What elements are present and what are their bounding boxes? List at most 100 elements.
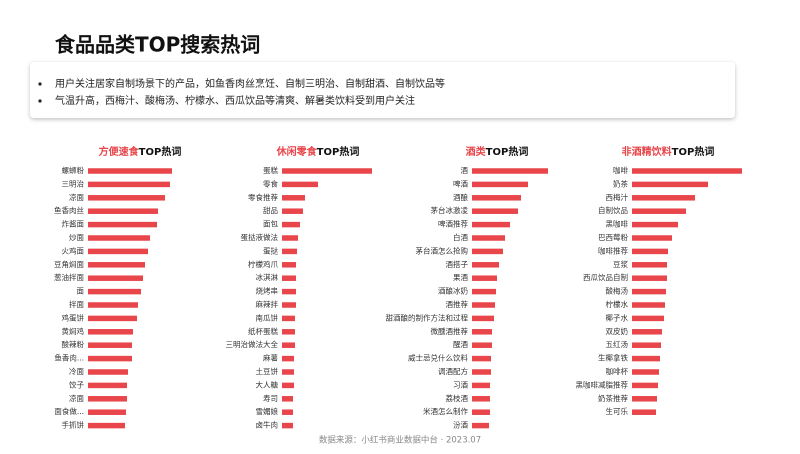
- bar: [472, 369, 491, 375]
- category-label: 冷面: [69, 366, 84, 376]
- bar: [282, 235, 298, 241]
- bar: [282, 208, 303, 214]
- bar: [88, 248, 148, 255]
- bar: [472, 302, 495, 308]
- bar: [472, 382, 490, 389]
- category-label: 零食推荐: [248, 192, 278, 202]
- chart-title-rest: TOP热词: [317, 145, 360, 158]
- category-label: 蛋挞: [263, 245, 278, 255]
- bar: [282, 355, 294, 362]
- category-label: 黑咖啡减脂推荐: [576, 379, 629, 389]
- category-label: 饺子: [69, 379, 84, 389]
- category-label: 手抓饼: [62, 420, 85, 430]
- bar: [632, 275, 667, 281]
- chart-title-rest: TOP热词: [672, 145, 715, 158]
- bar: [632, 302, 665, 308]
- bar: [88, 235, 150, 241]
- bar: [88, 195, 165, 201]
- bar: [282, 221, 300, 228]
- bar: [472, 409, 490, 415]
- category-label: 酸梅汤: [606, 286, 629, 296]
- bar: [282, 422, 293, 429]
- category-label: 调酒配方: [438, 366, 468, 376]
- bar: [632, 168, 742, 174]
- bar: [282, 288, 296, 295]
- category-label: 蛋糕: [263, 165, 278, 175]
- category-label: 黑咖啡: [606, 219, 629, 229]
- bar: [472, 208, 518, 214]
- bar: [88, 382, 127, 389]
- category-label: 豆角焖面: [54, 259, 84, 269]
- category-label: 茅台酒怎么抢购: [416, 245, 469, 255]
- category-label: 凉面: [69, 192, 84, 202]
- bar: [472, 235, 505, 241]
- category-label: 螺蛳粉: [62, 165, 85, 175]
- bar: [88, 329, 133, 335]
- category-label: 西瓜饮品自制: [583, 272, 628, 282]
- bar: [282, 195, 305, 201]
- chart-title: 非酒精饮料TOP热词: [622, 145, 715, 158]
- bar: [472, 329, 492, 335]
- bullet-text: 用户关注居家自制场景下的产品，如鱼香肉丝烹饪、自制三明治、自制甜酒、自制饮品等: [55, 77, 445, 90]
- bar: [88, 208, 158, 214]
- bar: [472, 288, 496, 295]
- bar: [472, 195, 521, 201]
- category-label: 奶茶: [613, 178, 628, 188]
- category-label: 土豆饼: [256, 366, 279, 376]
- bar: [472, 275, 497, 281]
- bar: [632, 248, 668, 255]
- bar: [282, 369, 294, 375]
- bar: [472, 168, 548, 174]
- bar: [88, 396, 127, 402]
- category-label: 酒: [461, 166, 469, 175]
- bar: [632, 315, 664, 322]
- bar: [632, 195, 695, 201]
- category-label: 酒酿: [453, 192, 468, 202]
- category-label: 果酒: [453, 273, 468, 282]
- bullet-dot: [38, 99, 42, 103]
- bar: [632, 355, 660, 362]
- chart-title: 方便速食TOP热词: [99, 145, 182, 158]
- bar: [472, 315, 494, 322]
- bar: [632, 221, 678, 228]
- bar: [632, 181, 708, 188]
- category-label: 威士忌兑什么饮料: [408, 353, 468, 363]
- category-label: 烧烤串: [256, 286, 279, 296]
- bar: [632, 369, 659, 375]
- category-label: 面: [77, 287, 85, 296]
- category-label: 三明治做法大全: [226, 339, 279, 349]
- bar: [472, 221, 510, 228]
- category-label: 鸡蛋饼: [62, 312, 85, 322]
- category-label: 椰子水: [606, 312, 629, 322]
- category-label: 茅台冰激凌: [431, 205, 469, 215]
- category-label: 酒推荐: [446, 299, 469, 309]
- bar: [632, 288, 666, 295]
- category-label: 酒酿冰奶: [438, 286, 468, 296]
- category-label: 生可乐: [606, 406, 629, 416]
- category-label: 鱼香肉丝: [54, 205, 84, 215]
- category-label: 冰淇淋: [256, 272, 279, 282]
- category-label: 习酒: [453, 380, 468, 389]
- category-label: 麻辣拌: [256, 299, 279, 309]
- bar: [632, 342, 661, 348]
- category-label: 卤牛肉: [256, 420, 279, 430]
- slide-title: 食品品类TOP搜索热词: [55, 33, 260, 57]
- category-label: 炒面: [69, 233, 84, 242]
- category-label: 葱油拌面: [54, 272, 84, 282]
- bar: [632, 235, 672, 241]
- category-label: 啤酒: [453, 178, 468, 188]
- bar: [472, 422, 489, 429]
- category-label: 巴西莓粉: [598, 232, 628, 242]
- bar: [472, 396, 490, 402]
- bar: [282, 275, 296, 281]
- category-label: 酸辣粉: [62, 339, 85, 349]
- category-label: 鱼香肉...: [54, 353, 84, 363]
- category-label: 面包: [263, 219, 278, 229]
- bar: [472, 355, 491, 362]
- bar: [282, 382, 294, 389]
- category-label: 凉面: [69, 393, 84, 403]
- category-label: 荔枝酒: [446, 393, 469, 403]
- category-label: 面食做...: [54, 406, 84, 416]
- chart-title-rest: TOP热词: [139, 145, 182, 158]
- category-label: 雪媚娘: [256, 406, 279, 416]
